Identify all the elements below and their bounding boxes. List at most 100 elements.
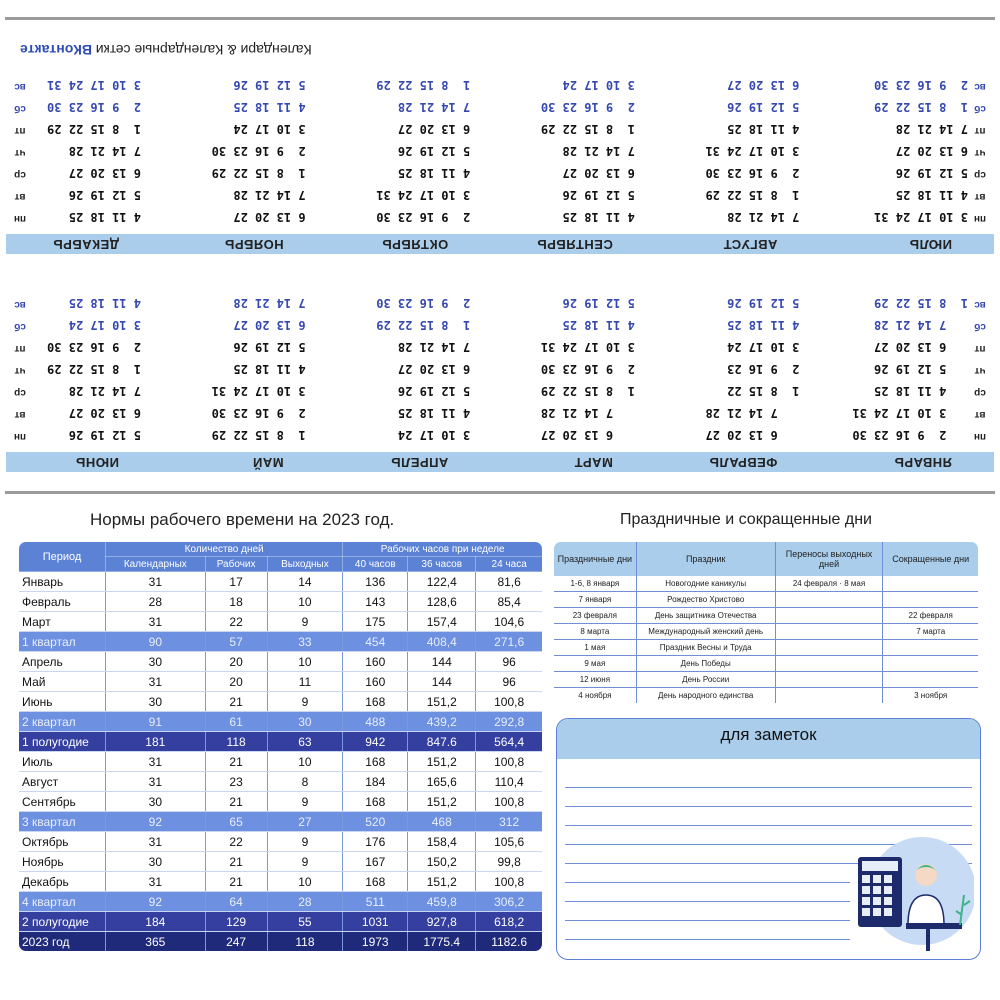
week-days-пн: 4 11 18 25 bbox=[562, 210, 635, 224]
month-name: МАЙ bbox=[252, 455, 284, 470]
period-cell: Октябрь bbox=[19, 831, 106, 852]
value-cell: 176 bbox=[342, 831, 409, 852]
week-days-вт: 5 12 19 26 bbox=[68, 188, 141, 202]
holiday-cell: Праздник Весны и Труда bbox=[636, 639, 776, 656]
value-cell: 118 bbox=[205, 731, 268, 752]
month-name: ДЕКАБРЬ bbox=[52, 237, 119, 252]
value-cell: 85,4 bbox=[475, 591, 542, 612]
notes-box[interactable]: для заметок bbox=[556, 718, 981, 960]
week-days-пн: 6 13 20 27 bbox=[233, 210, 306, 224]
holiday-cell: 1-6, 8 января bbox=[554, 576, 637, 592]
value-cell: 181 bbox=[105, 731, 206, 752]
value-cell: 927,8 bbox=[407, 911, 477, 932]
week-days-вс: 3 10 17 24 bbox=[562, 78, 635, 92]
value-cell: 31 bbox=[105, 831, 206, 852]
value-cell: 20 bbox=[205, 671, 268, 692]
period-cell: Июнь bbox=[19, 691, 106, 712]
note-line bbox=[565, 844, 972, 845]
holiday-cell: Новогодние каникулы bbox=[636, 576, 776, 592]
holiday-header-3: Сокращенные дни bbox=[882, 542, 978, 576]
value-cell: 31 bbox=[105, 671, 206, 692]
value-cell: 160 bbox=[342, 671, 409, 692]
day-label-пн: пн bbox=[973, 431, 987, 442]
day-label-сб: сб bbox=[974, 321, 986, 332]
value-cell: 1031 bbox=[342, 911, 409, 932]
footer-prefix: Календари & Календарные сетки bbox=[91, 42, 312, 58]
table-row: 12 июня День России bbox=[554, 671, 978, 688]
week-days-пт: 3 10 17 24 bbox=[727, 340, 800, 354]
holiday-cell: 12 июня bbox=[554, 671, 637, 688]
week-days-вт: 7 14 21 28 bbox=[540, 406, 635, 420]
norms-title: Нормы рабочего времени на 2023 год. bbox=[90, 510, 395, 529]
holiday-cell: 24 февраля · 8 мая bbox=[775, 576, 884, 592]
top-divider bbox=[5, 17, 995, 20]
week-days-сб: 4 11 18 25 bbox=[233, 100, 306, 114]
month-name: ОКТЯБРЬ bbox=[381, 237, 449, 252]
period-cell: 3 квартал bbox=[19, 811, 106, 832]
table-row: Июнь 30 21 9 168 151,2 100,8 bbox=[19, 691, 542, 712]
week-days-чт: 5 12 19 26 bbox=[397, 144, 471, 158]
value-cell: 105,6 bbox=[475, 831, 542, 852]
day-label-пт: пт bbox=[14, 125, 26, 136]
week-days-сб: 1 8 15 22 29 bbox=[376, 318, 471, 332]
month-name: ИЮЛЬ bbox=[909, 237, 952, 252]
value-cell: 27 bbox=[267, 811, 344, 832]
table-row: Май 31 20 11 160 144 96 bbox=[19, 671, 542, 692]
holiday-cell: День России bbox=[636, 671, 776, 688]
table-row: 9 мая День Победы bbox=[554, 655, 978, 672]
day-label-пт: пт bbox=[974, 343, 986, 354]
day-label-вт: вт bbox=[14, 409, 26, 420]
week-days-пн: 2 9 16 23 30 bbox=[852, 428, 968, 442]
week-days-ср: 1 8 15 22 29 bbox=[211, 166, 306, 180]
note-line bbox=[565, 901, 850, 902]
value-cell: 306,2 bbox=[475, 891, 542, 912]
group-hours: Рабочих часов при неделе bbox=[342, 542, 542, 557]
holiday-cell bbox=[775, 639, 884, 656]
period-cell: 2023 год bbox=[19, 931, 106, 951]
table-row: Январь 31 17 14 136 122,4 81,6 bbox=[19, 571, 542, 592]
day-label-чт: чт bbox=[14, 147, 26, 158]
subheader-col-1: Рабочих bbox=[204, 556, 268, 572]
holiday-cell bbox=[775, 655, 884, 672]
week-days-вт: 3 10 17 24 31 bbox=[376, 188, 471, 202]
value-cell: 30 bbox=[105, 691, 206, 712]
value-cell: 10 bbox=[267, 651, 344, 672]
week-days-чт: 5 12 19 26 bbox=[874, 362, 968, 376]
month-header-bar bbox=[6, 234, 994, 254]
table-row: Октябрь 31 22 9 176 158,4 105,6 bbox=[19, 831, 542, 852]
table-row: 1 полугодие 181 118 63 942 847.6 564,4 bbox=[19, 731, 542, 752]
table-row: 8 марта Международный женский день 7 марта bbox=[554, 623, 978, 640]
value-cell: 247 bbox=[205, 931, 268, 951]
value-cell: 99,8 bbox=[475, 851, 542, 872]
value-cell: 175 bbox=[342, 611, 409, 632]
value-cell: 11 bbox=[267, 671, 344, 692]
value-cell: 168 bbox=[342, 791, 409, 812]
week-days-чт: 2 9 16 23 30 bbox=[540, 362, 635, 376]
week-days-ср: 1 8 15 22 29 bbox=[540, 384, 635, 398]
week-days-пн: 6 13 20 27 bbox=[705, 428, 800, 442]
value-cell: 618,2 bbox=[475, 911, 542, 932]
value-cell: 22 bbox=[205, 611, 268, 632]
week-days-сб: 3 10 17 24 bbox=[68, 318, 141, 332]
day-label-ср: ср bbox=[14, 387, 26, 398]
week-days-вс: 5 12 19 26 bbox=[233, 78, 306, 92]
day-label-ср: ср bbox=[974, 387, 986, 398]
value-cell: 90 bbox=[105, 631, 206, 652]
period-cell: Сентябрь bbox=[19, 791, 106, 812]
value-cell: 81,6 bbox=[475, 571, 542, 592]
period-cell: 1 квартал bbox=[19, 631, 106, 652]
value-cell: 100,8 bbox=[475, 791, 542, 812]
month-name: МАРТ bbox=[574, 455, 613, 470]
holiday-cell bbox=[882, 591, 978, 608]
period-cell: 2 полугодие bbox=[19, 911, 106, 932]
table-row: 23 февраля День защитника Отечества 22 фев… bbox=[554, 607, 978, 624]
week-days-сб: 2 9 16 23 30 bbox=[47, 100, 141, 114]
week-days-ср: 5 12 19 26 bbox=[397, 384, 471, 398]
holiday-cell: День народного единства bbox=[636, 687, 776, 703]
week-days-сб: 4 11 18 25 bbox=[727, 318, 800, 332]
value-cell: 408,4 bbox=[407, 631, 477, 652]
week-days-пн: 2 9 16 23 30 bbox=[376, 210, 471, 224]
value-cell: 1182.6 bbox=[475, 931, 542, 951]
week-days-сб: 1 8 15 22 29 bbox=[874, 100, 968, 114]
value-cell: 151,2 bbox=[407, 751, 477, 772]
